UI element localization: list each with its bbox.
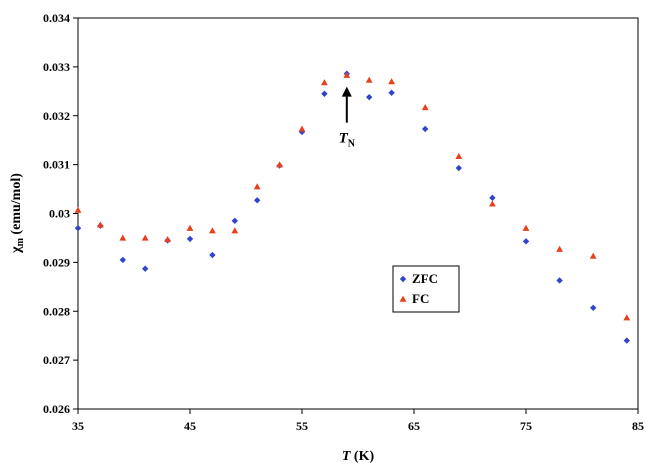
fc-point bbox=[522, 224, 530, 231]
zfc-point bbox=[366, 93, 373, 101]
y-axis-label: χm (emu/mol) bbox=[9, 173, 26, 254]
tn-arrow-head bbox=[341, 86, 352, 97]
x-tick-label: 65 bbox=[408, 419, 420, 433]
zfc-point bbox=[623, 337, 630, 344]
fc-point bbox=[343, 71, 351, 78]
y-tick-label: 0.026 bbox=[43, 402, 70, 416]
zfc-point bbox=[422, 125, 429, 133]
fc-point bbox=[556, 245, 563, 252]
fc-point bbox=[276, 161, 283, 168]
fc-point bbox=[74, 206, 82, 213]
fc-point bbox=[321, 79, 328, 86]
fc-point bbox=[141, 234, 149, 241]
y-axis-ticks: 0.026 0.027 0.028 0.029 0.03 0.031 0.032 0.033 0… bbox=[43, 11, 78, 416]
zfc-point bbox=[455, 164, 462, 172]
fc-point bbox=[589, 252, 597, 259]
tn-annotation: TN bbox=[339, 86, 356, 150]
legend-fc-label: FC bbox=[412, 291, 429, 306]
zfc-point bbox=[321, 90, 328, 97]
fc-point bbox=[365, 76, 373, 83]
zfc-point bbox=[74, 224, 82, 232]
x-tick-label: 85 bbox=[632, 419, 644, 433]
y-tick-label: 0.028 bbox=[43, 304, 70, 318]
zfc-point bbox=[489, 194, 496, 202]
y-tick-label: 0.032 bbox=[43, 109, 70, 123]
x-tick-label: 45 bbox=[184, 419, 196, 433]
plot-area bbox=[77, 17, 639, 410]
x-axis-label: T (K) bbox=[342, 449, 375, 464]
zfc-point bbox=[556, 277, 563, 284]
y-tick-label: 0.027 bbox=[43, 353, 70, 367]
legend-box bbox=[392, 265, 460, 313]
x-axis-ticks: 35 45 55 65 75 85 bbox=[72, 409, 644, 433]
y-tick-label: 0.033 bbox=[43, 60, 70, 74]
legend-zfc-label: ZFC bbox=[412, 271, 438, 286]
legend-fc-marker bbox=[399, 295, 407, 302]
y-tick-label: 0.03 bbox=[49, 207, 70, 221]
y-tick-label: 0.029 bbox=[43, 255, 70, 269]
zfc-point bbox=[231, 217, 238, 225]
legend: ZFC FC bbox=[392, 265, 460, 313]
fc-point bbox=[298, 125, 306, 132]
fc-point bbox=[623, 314, 631, 321]
fc-point bbox=[489, 200, 496, 207]
zfc-point bbox=[209, 251, 216, 259]
y-tick-label: 0.031 bbox=[43, 158, 70, 172]
zfc-point bbox=[254, 197, 261, 204]
fc-point bbox=[231, 227, 239, 234]
fc-point bbox=[455, 152, 463, 160]
zfc-point bbox=[388, 89, 395, 96]
tn-label: TN bbox=[339, 131, 356, 150]
zfc-point bbox=[119, 256, 126, 264]
zfc-point bbox=[522, 238, 530, 245]
fc-point bbox=[119, 234, 127, 241]
data-points bbox=[74, 70, 631, 344]
y-tick-label: 0.034 bbox=[43, 11, 70, 25]
legend-zfc-marker bbox=[399, 275, 407, 283]
fc-point bbox=[97, 221, 104, 228]
fc-point bbox=[421, 104, 429, 111]
fc-point bbox=[253, 183, 261, 190]
x-tick-label: 35 bbox=[72, 419, 84, 433]
fc-point bbox=[164, 236, 171, 243]
fc-point bbox=[209, 227, 216, 234]
fc-point bbox=[186, 224, 194, 231]
zfc-point bbox=[186, 235, 194, 243]
zfc-point bbox=[142, 265, 149, 272]
zfc-point bbox=[298, 128, 306, 136]
fc-point bbox=[388, 78, 395, 85]
x-tick-label: 55 bbox=[296, 419, 308, 433]
zfc-point bbox=[590, 304, 597, 312]
x-tick-label: 75 bbox=[520, 419, 532, 433]
